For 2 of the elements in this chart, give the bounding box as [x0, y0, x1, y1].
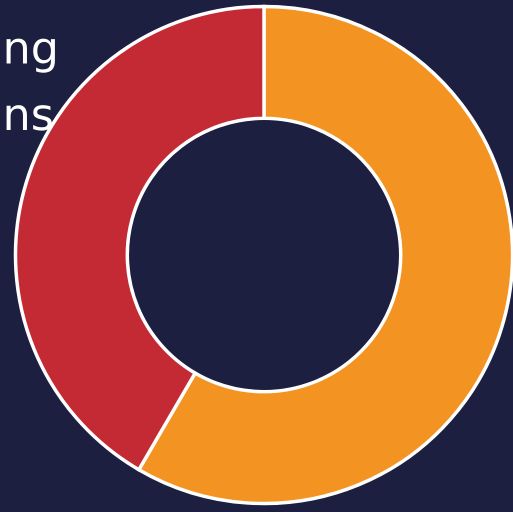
text: ng: [6, 38, 55, 73]
text: ns: [6, 105, 52, 131]
